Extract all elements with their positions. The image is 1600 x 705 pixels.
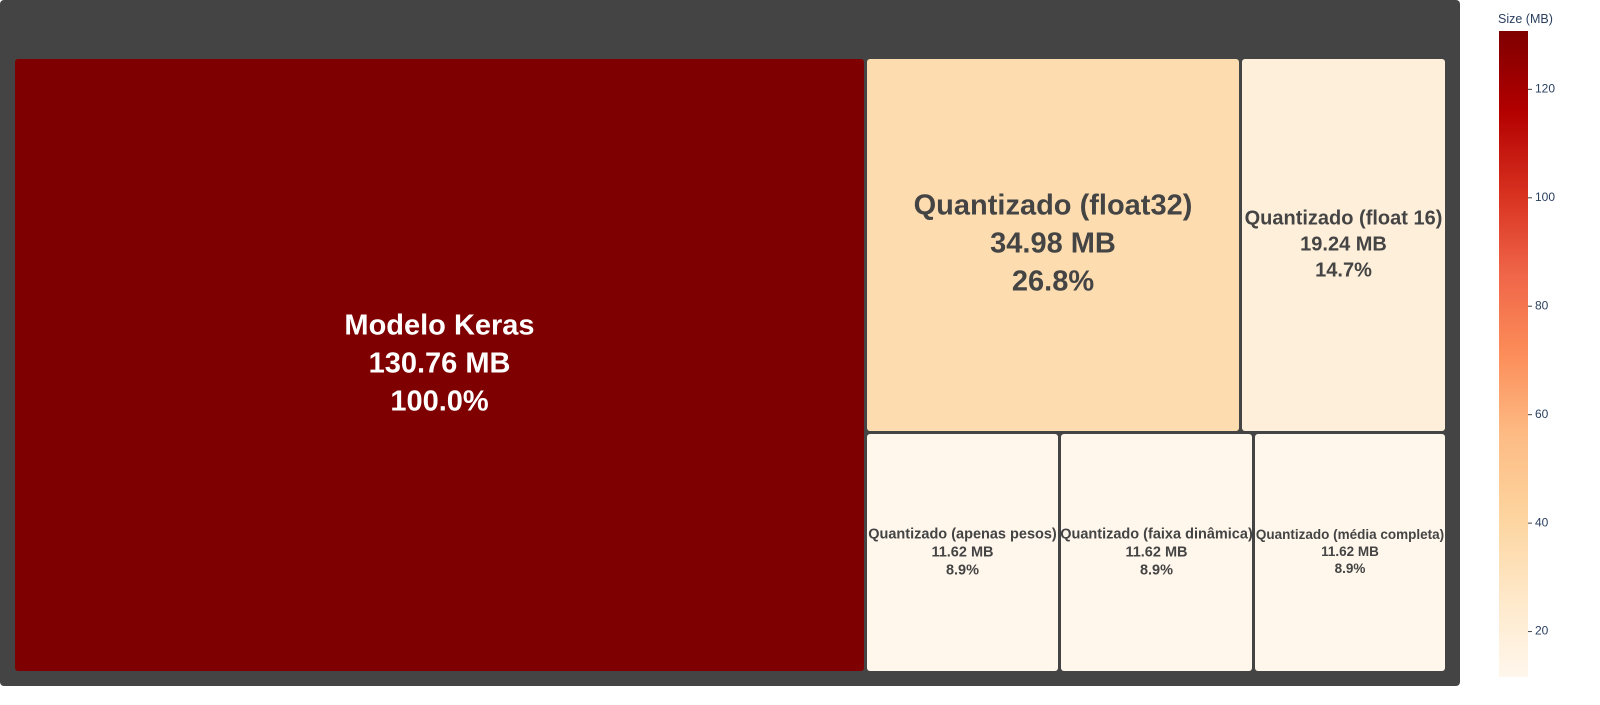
tile-quantizado-float-16[interactable]: Quantizado (float 16) 19.24 MB 14.7%	[1242, 59, 1445, 431]
treemap-tiles: Modelo Keras 130.76 MB 100.0% Quantizado (f…	[15, 59, 1445, 671]
tile-label: Modelo Keras	[344, 310, 534, 342]
tile-percent: 26.8%	[1012, 266, 1094, 298]
tile-percent: 100.0%	[390, 386, 489, 418]
tile-rect[interactable]	[867, 434, 1058, 671]
tile-quantizado-faixa-dinamica[interactable]: Quantizado (faixa dinâmica) 11.62 MB 8.9%	[1060, 434, 1253, 671]
colorbar: Size (MB) 20 40 60 80 100 120	[1498, 12, 1555, 677]
colorbar-ticks: 20 40 60 80 100 120	[1528, 82, 1555, 638]
tile-size: 11.62 MB	[931, 544, 993, 560]
tile-percent: 8.9%	[1335, 561, 1366, 576]
tile-size: 11.62 MB	[1321, 544, 1379, 559]
colorbar-tick-label: 20	[1535, 624, 1549, 638]
colorbar-title: Size (MB)	[1498, 12, 1553, 26]
tile-rect[interactable]	[15, 59, 864, 671]
colorbar-tick-label: 100	[1535, 190, 1555, 204]
tile-rect[interactable]	[1242, 59, 1445, 431]
colorbar-tick-label: 40	[1535, 515, 1549, 529]
tile-quantizado-float32[interactable]: Quantizado (float32) 34.98 MB 26.8%	[867, 59, 1239, 431]
tile-quantizado-media-completa[interactable]: Quantizado (média completa) 11.62 MB 8.9%	[1255, 434, 1445, 671]
tile-percent: 8.9%	[946, 562, 979, 578]
tile-percent: 8.9%	[1140, 562, 1173, 578]
tile-label: Quantizado (faixa dinâmica)	[1060, 526, 1253, 542]
tile-size: 34.98 MB	[990, 228, 1116, 260]
tile-rect[interactable]	[1255, 434, 1445, 671]
colorbar-tick-label: 60	[1535, 407, 1549, 421]
colorbar-tick-label: 80	[1535, 298, 1549, 312]
tile-label: Quantizado (float32)	[914, 190, 1193, 222]
tile-modelo-keras[interactable]: Modelo Keras 130.76 MB 100.0%	[15, 59, 864, 671]
tile-rect[interactable]	[867, 59, 1239, 431]
tile-label: Quantizado (apenas pesos)	[868, 526, 1057, 542]
tile-label: Quantizado (float 16)	[1245, 207, 1443, 229]
tile-size: 11.62 MB	[1125, 544, 1187, 560]
tile-quantizado-apenas-pesos[interactable]: Quantizado (apenas pesos) 11.62 MB 8.9%	[867, 434, 1058, 671]
tile-percent: 14.7%	[1315, 259, 1372, 281]
colorbar-gradient	[1499, 31, 1528, 677]
tile-label: Quantizado (média completa)	[1256, 527, 1444, 542]
tile-size: 19.24 MB	[1300, 233, 1387, 255]
tile-rect[interactable]	[1061, 434, 1252, 671]
tile-size: 130.76 MB	[369, 348, 511, 380]
colorbar-tick-label: 120	[1535, 82, 1555, 96]
